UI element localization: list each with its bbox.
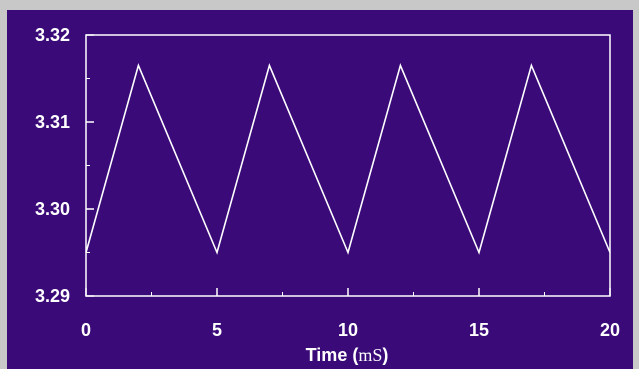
ticks (85, 34, 611, 297)
chart-panel (7, 10, 633, 369)
x-tick-label: 10 (338, 320, 358, 340)
x-axis-title: Time (mS) (306, 345, 389, 365)
plot-border (85, 34, 611, 297)
x-axis-title-unit: mS (358, 345, 382, 365)
tick-labels: 0 5 10 15 20 3.29 3.30 3.31 3.32 (35, 25, 620, 340)
x-tick-label: 20 (600, 320, 620, 340)
x-tick-label: 5 (212, 320, 222, 340)
y-tick-label: 3.31 (35, 112, 70, 132)
series-line (85, 62, 611, 255)
axes (85, 34, 611, 297)
y-tick-label: 3.30 (35, 199, 70, 219)
series (85, 62, 611, 255)
x-axis-title-close: ) (382, 345, 388, 365)
x-axis-title-text: Time ( (306, 345, 359, 365)
x-tick-label: 15 (469, 320, 489, 340)
y-tick-label: 3.32 (35, 25, 70, 45)
x-tick-label: 0 (81, 320, 91, 340)
y-tick-label: 3.29 (35, 286, 70, 306)
